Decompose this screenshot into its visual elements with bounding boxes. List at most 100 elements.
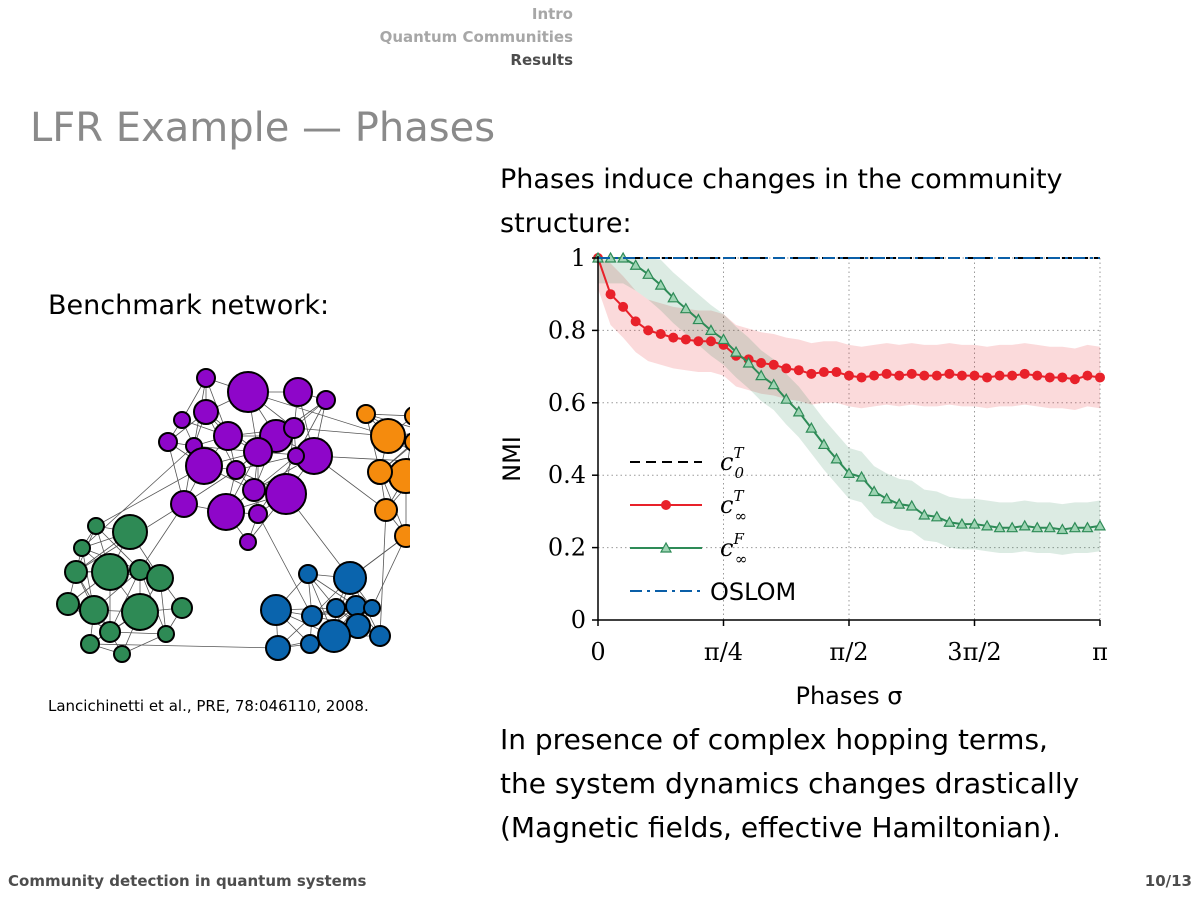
data-point-green-3 (629, 259, 642, 270)
data-point-green-33 (1006, 521, 1019, 533)
y-tick-label: 1 (571, 244, 586, 272)
network-node-dark_green (79, 595, 109, 625)
nav-label-quantum-communities: Quantum Communities (379, 28, 573, 46)
legend-marker-green (659, 541, 673, 553)
data-point-green-16 (792, 405, 805, 417)
data-point-red-29 (956, 370, 967, 381)
data-point-red-34 (1019, 368, 1030, 379)
data-point-green-38 (1068, 521, 1081, 533)
data-point-green-21 (855, 470, 868, 482)
network-node-purple (173, 411, 191, 429)
network-node-blue (317, 619, 351, 653)
network-node-purple (158, 432, 178, 452)
network-node-blue (333, 561, 367, 595)
y-tick-label: 0.4 (548, 461, 586, 489)
network-node-purple (226, 460, 246, 480)
data-point-red-7 (680, 334, 691, 345)
network-node-dark_green (87, 517, 105, 535)
nmi-chart: 0 0.2 0.4 0.6 0.8 1 0 π/4 π/2 3π/2 π Phases σ NMI cT 0… (498, 244, 1108, 710)
network-node-orange (356, 404, 376, 424)
data-point-green-4 (642, 268, 655, 279)
network-node-dark_green (56, 592, 80, 616)
x-tick-label: π/4 (704, 638, 743, 666)
legend-label-0: cT 0 (720, 444, 744, 482)
y-tick-label: 0.6 (548, 389, 586, 417)
data-point-green-25 (905, 499, 918, 511)
data-point-green-15 (780, 392, 793, 404)
benchmark-network-graphic (56, 368, 410, 663)
network-node-purple (239, 533, 257, 551)
footer-title: Community detection in quantum systems (8, 872, 367, 890)
data-point-red-22 (869, 370, 880, 381)
data-point-red-27 (931, 370, 942, 381)
x-tick-label: π (1092, 638, 1108, 666)
nav-label-intro: Intro (531, 5, 573, 23)
network-edge (257, 513, 313, 617)
data-point-red-1 (605, 289, 616, 300)
data-point-green-23 (880, 492, 893, 504)
data-point-green-28 (943, 516, 956, 527)
data-point-red-18 (818, 367, 829, 378)
nav-item-results[interactable]: Results (0, 49, 573, 72)
data-point-green-5 (654, 278, 667, 290)
network-node-blue (265, 635, 291, 661)
data-point-green-36 (1043, 521, 1056, 533)
legend-label-3: OSLOM (710, 578, 796, 606)
data-point-red-19 (831, 367, 842, 378)
network-node-blue (326, 598, 346, 618)
data-point-green-34 (1018, 519, 1031, 531)
data-point-green-32 (993, 521, 1006, 533)
data-point-red-37 (1057, 372, 1068, 383)
data-point-red-13 (756, 357, 767, 368)
network-node-purple (242, 478, 266, 502)
data-point-red-31 (982, 372, 993, 383)
data-point-green-6 (667, 291, 680, 303)
network-node-orange (404, 406, 410, 426)
network-node-purple (283, 377, 313, 407)
network-node-dark_green (80, 634, 100, 654)
x-tick-label: 3π/2 (947, 638, 1001, 666)
nav-item-intro[interactable]: Intro (0, 3, 573, 26)
data-point-green-37 (1056, 523, 1069, 535)
network-node-dark_green (171, 597, 193, 619)
network-node-blue (363, 599, 381, 617)
benchmark-label: Benchmark network: (48, 290, 330, 321)
data-point-green-19 (830, 452, 843, 464)
network-node-purple (170, 490, 198, 518)
slide-title: LFR Example — Phases (30, 105, 496, 151)
data-point-green-29 (955, 517, 968, 529)
data-point-red-15 (781, 363, 792, 374)
data-point-red-21 (856, 372, 867, 383)
network-node-dark_green (91, 553, 129, 591)
data-point-red-14 (768, 359, 779, 370)
network-node-purple (265, 473, 307, 515)
data-point-red-3 (630, 316, 641, 327)
data-point-red-26 (919, 370, 930, 381)
x-tick-label: π/2 (829, 638, 868, 666)
data-point-green-13 (755, 369, 768, 381)
data-point-green-17 (805, 421, 818, 433)
data-point-green-12 (742, 356, 755, 368)
x-axis-label: Phases σ (795, 682, 902, 710)
network-node-purple (316, 390, 336, 410)
nav-item-quantum-communities[interactable]: Quantum Communities (0, 26, 573, 49)
data-point-green-22 (868, 485, 881, 497)
data-point-green-18 (817, 438, 830, 450)
data-point-red-16 (793, 365, 804, 376)
legend-label-2: cF ∞ (720, 530, 747, 568)
network-node-orange (374, 498, 398, 522)
network-node-blue (301, 605, 323, 627)
network-node-blue (369, 625, 391, 647)
data-point-red-4 (643, 325, 654, 336)
network-node-orange (404, 432, 410, 452)
data-point-green-7 (679, 302, 692, 314)
y-tick-label: 0.8 (548, 316, 586, 344)
data-point-red-17 (806, 368, 817, 379)
network-node-dark_green (64, 560, 88, 584)
data-point-green-24 (893, 497, 906, 509)
data-point-green-11 (730, 345, 743, 357)
network-edge (95, 465, 205, 527)
network-node-dark_green (157, 625, 175, 643)
data-point-green-9 (704, 324, 717, 336)
conclusion-line-1: In presence of complex hopping terms, (500, 723, 1048, 756)
